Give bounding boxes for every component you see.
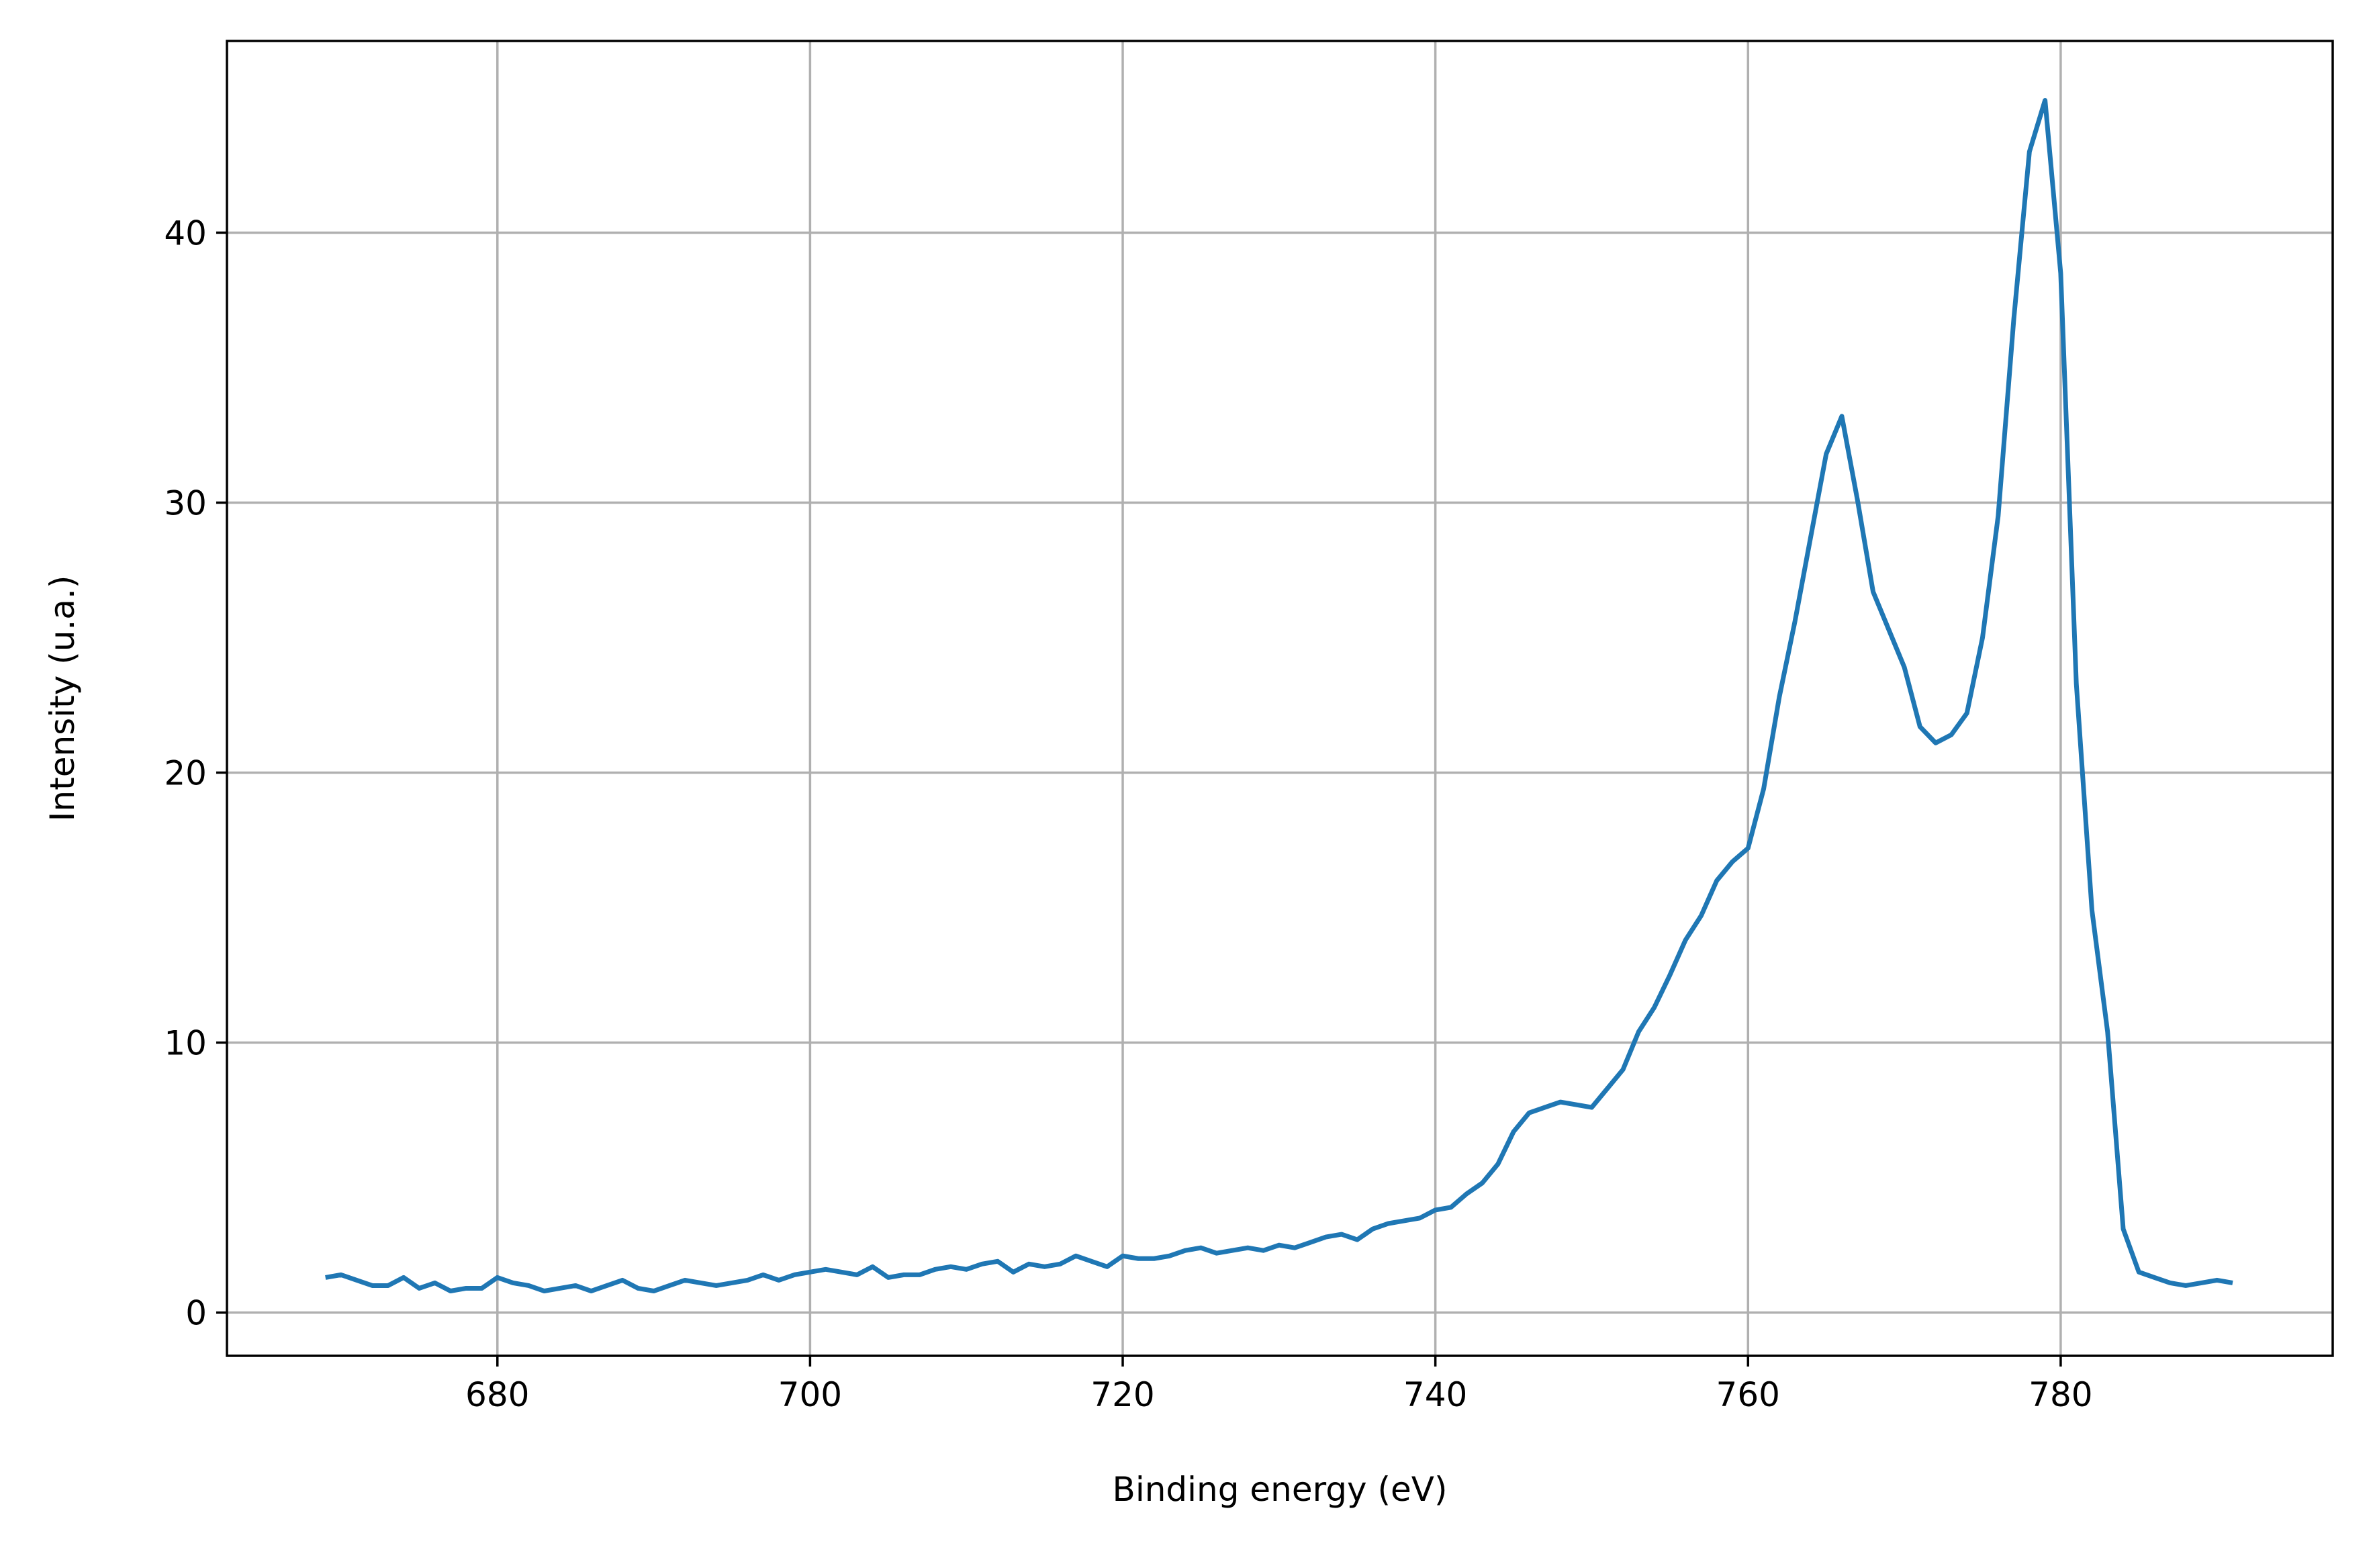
y-axis-label: Intensity (u.a.) bbox=[43, 575, 82, 822]
y-tick-label: 10 bbox=[164, 1024, 207, 1063]
x-tick-label: 740 bbox=[1403, 1375, 1467, 1414]
y-tick-label: 40 bbox=[164, 214, 207, 252]
ticks: 680 700 720 740 760 780 0 10 20 30 40 bbox=[164, 214, 2092, 1414]
x-tick-label: 720 bbox=[1090, 1375, 1154, 1414]
plot-area bbox=[325, 97, 2233, 1294]
x-tick-label: 760 bbox=[1716, 1375, 1780, 1414]
x-tick-label: 680 bbox=[465, 1375, 529, 1414]
x-tick-label: 780 bbox=[2029, 1375, 2092, 1414]
x-axis-label: Binding energy (eV) bbox=[1113, 1470, 1448, 1509]
axes-frame bbox=[226, 40, 2334, 1357]
x-tick-label: 700 bbox=[778, 1375, 842, 1414]
data-line bbox=[325, 97, 2233, 1294]
y-tick-label: 0 bbox=[185, 1294, 207, 1333]
y-tick-label: 20 bbox=[164, 754, 207, 793]
y-tick-label: 30 bbox=[164, 484, 207, 523]
